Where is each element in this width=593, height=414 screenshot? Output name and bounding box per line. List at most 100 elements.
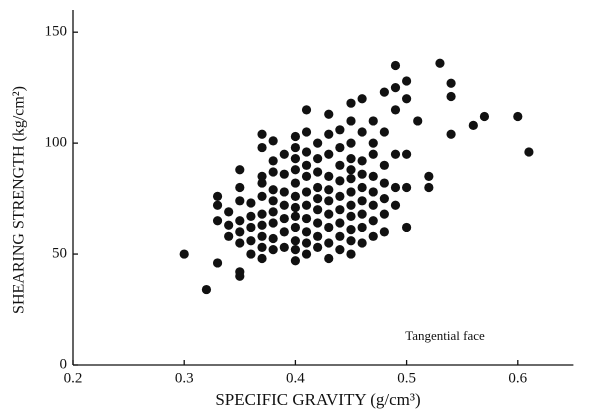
point	[357, 196, 367, 206]
point	[246, 236, 256, 246]
annotation: Tangential face	[405, 328, 485, 343]
point	[235, 227, 245, 237]
point	[379, 209, 389, 219]
point	[379, 160, 389, 170]
point	[290, 245, 300, 255]
x-tick-label: 0.6	[508, 370, 527, 386]
point	[290, 142, 300, 153]
point	[301, 200, 312, 210]
point	[402, 182, 412, 193]
point	[313, 182, 323, 193]
point	[268, 136, 278, 146]
point	[435, 58, 445, 68]
point	[212, 191, 223, 201]
point	[346, 154, 356, 164]
point	[313, 167, 323, 177]
point	[379, 227, 389, 237]
point	[368, 216, 378, 226]
point	[368, 231, 378, 241]
point	[368, 200, 378, 210]
point	[346, 249, 356, 259]
point	[301, 127, 312, 137]
point	[301, 147, 312, 157]
point	[368, 138, 378, 148]
point	[379, 178, 389, 188]
point	[235, 216, 245, 226]
x-tick-label: 0.2	[64, 370, 83, 386]
point	[324, 222, 334, 233]
point	[268, 196, 278, 206]
point	[257, 129, 267, 139]
point	[324, 109, 334, 119]
point	[324, 253, 334, 264]
point	[279, 227, 289, 237]
point	[379, 193, 389, 204]
point	[313, 138, 323, 148]
point	[324, 185, 334, 195]
point	[257, 231, 267, 241]
point	[268, 233, 278, 244]
point	[346, 187, 356, 197]
point	[513, 111, 523, 122]
point	[246, 211, 256, 221]
point	[301, 105, 312, 115]
point	[301, 171, 312, 182]
point	[390, 83, 401, 93]
point	[324, 129, 334, 139]
point	[279, 242, 289, 253]
y-axis-label: SHEARING STRENGTH (kg/cm²)	[11, 86, 28, 314]
y-tick-label: 100	[45, 135, 68, 151]
point	[257, 178, 267, 188]
point	[290, 165, 300, 175]
point	[357, 238, 367, 248]
x-tick-label: 0.5	[397, 370, 416, 386]
point	[324, 171, 334, 182]
point	[335, 191, 345, 201]
point	[268, 167, 278, 177]
point	[346, 138, 356, 148]
point	[402, 222, 412, 233]
point	[257, 253, 267, 264]
point	[224, 220, 234, 230]
point	[290, 256, 300, 266]
point	[301, 160, 312, 170]
point	[301, 213, 312, 224]
point	[246, 222, 256, 233]
point	[212, 216, 223, 226]
point	[235, 165, 245, 175]
point	[468, 120, 478, 130]
point	[324, 149, 334, 159]
point	[335, 176, 345, 186]
point	[257, 209, 267, 219]
point	[346, 174, 356, 184]
point	[390, 60, 401, 71]
point	[346, 116, 356, 126]
point	[324, 209, 334, 219]
point	[257, 171, 267, 182]
point	[368, 171, 378, 182]
point	[335, 160, 345, 170]
point	[324, 238, 334, 248]
point	[524, 147, 534, 157]
point	[379, 127, 389, 137]
point	[357, 169, 367, 179]
point	[268, 207, 278, 217]
point	[479, 111, 490, 122]
point	[279, 200, 289, 210]
point	[335, 231, 345, 241]
point	[290, 211, 300, 221]
point	[290, 202, 300, 213]
point	[368, 149, 378, 159]
point	[224, 207, 234, 217]
point	[424, 182, 434, 193]
point	[235, 196, 245, 206]
point	[268, 218, 278, 228]
point	[390, 182, 401, 193]
point	[346, 200, 356, 210]
point	[346, 165, 356, 175]
point	[357, 156, 367, 166]
point	[235, 238, 245, 248]
point	[301, 227, 312, 237]
point	[335, 245, 345, 255]
point	[446, 129, 456, 139]
